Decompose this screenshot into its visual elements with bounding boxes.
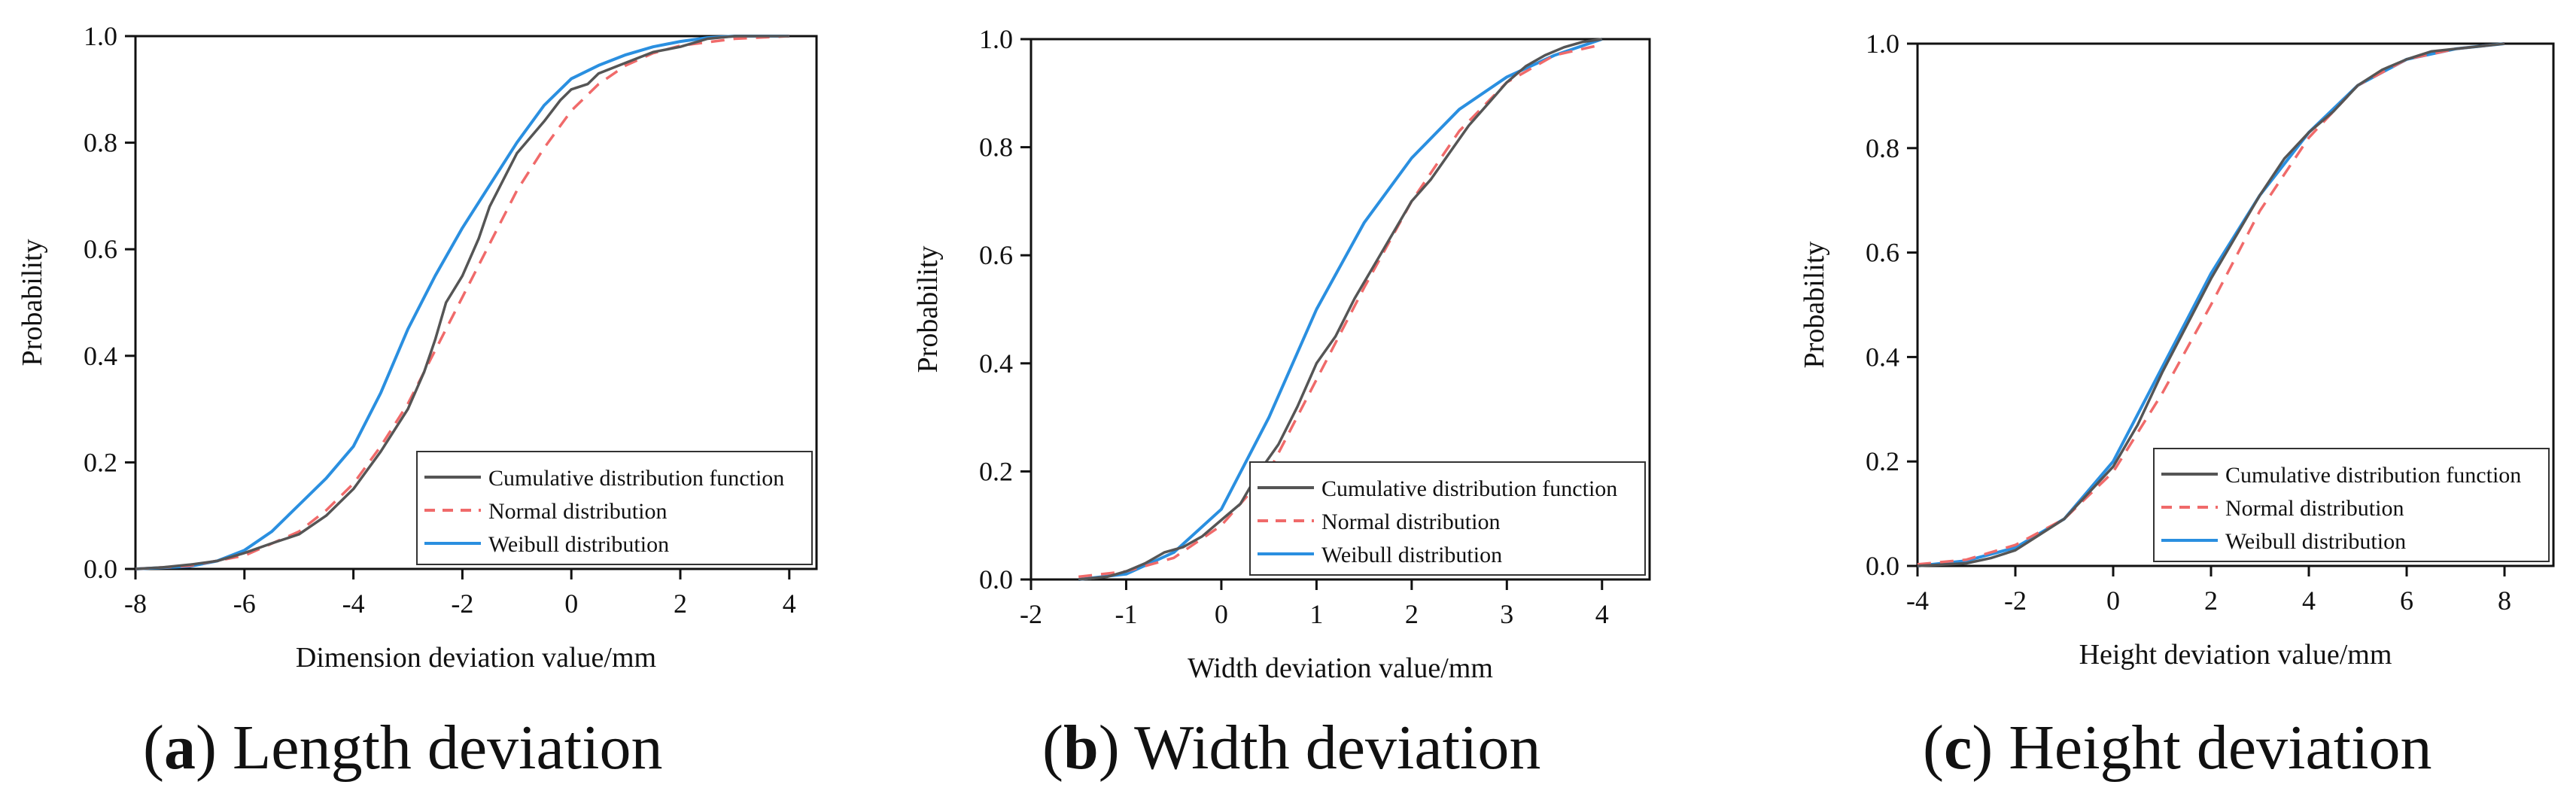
x-axis-label: Width deviation value/mm	[1188, 652, 1493, 684]
x-tick-label: -8	[124, 589, 147, 619]
series-weibull	[135, 35, 789, 570]
x-tick-label: -6	[233, 589, 256, 619]
y-tick-label: 0.4	[84, 341, 117, 371]
caption-a: (a) Length deviation	[143, 713, 663, 783]
x-tick-label: 6	[2400, 585, 2413, 616]
y-tick-label: 1.0	[1866, 29, 1899, 59]
y-tick-label: 0.2	[84, 447, 117, 477]
x-tick-label: 1	[1309, 599, 1323, 629]
y-tick-label: 0.0	[84, 554, 117, 584]
y-axis-label: Probability	[1799, 242, 1830, 369]
y-axis-label: Probability	[17, 239, 48, 367]
plot-frame	[1916, 42, 2555, 567]
legend-label-cdf: Cumulative distribution function	[488, 466, 784, 491]
caption-c: (c) Height deviation	[1923, 713, 2432, 783]
x-tick-label: -2	[1020, 599, 1042, 629]
legend-label-cdf: Cumulative distribution function	[1321, 476, 1617, 501]
caption-b: (b) Width deviation	[1042, 713, 1541, 783]
x-tick-label: 8	[2498, 585, 2511, 616]
legend-label-normal: Normal distribution	[2225, 496, 2404, 521]
x-tick-label: 4	[2302, 585, 2316, 616]
legend-box	[1249, 461, 1646, 576]
chart-c: 0.0 0.2 0.4 0.6 0.8 1.0 -4 -2 0 2 4 6 8 Height deviat…	[1799, 29, 2555, 671]
series-weibull	[1078, 38, 1603, 581]
chart-b: 0.0 0.2 0.4 0.6 0.8 1.0 -2 -1 0 1 2 3 4 Width deviati…	[912, 24, 1651, 684]
series-normal	[1917, 42, 2505, 566]
legend-box	[416, 451, 813, 565]
y-tick-label: 1.0	[979, 24, 1013, 54]
x-tick-label: 0	[564, 589, 578, 619]
legend-label-weibull: Weibull distribution	[1321, 543, 1502, 567]
legend-label-weibull: Weibull distribution	[488, 532, 669, 557]
y-tick-label: 0.6	[84, 234, 117, 264]
x-tick-label: -4	[342, 589, 365, 619]
x-tick-label: -2	[451, 589, 473, 619]
x-tick-label: 2	[1405, 599, 1419, 629]
legend-box	[2153, 448, 2550, 562]
y-tick-label: 1.0	[84, 21, 117, 51]
series-cdf	[1078, 38, 1603, 581]
legend-label-cdf: Cumulative distribution function	[2225, 463, 2521, 488]
x-tick-label: 4	[1595, 599, 1609, 629]
plot-frame	[134, 35, 818, 570]
series-cdf	[135, 35, 789, 570]
legend: Cumulative distribution function Normal d…	[416, 451, 813, 565]
caption-b-letter: b	[1063, 713, 1099, 783]
y-tick-label: 0.2	[1866, 446, 1899, 476]
y-tick-label: 0.4	[979, 348, 1013, 379]
x-tick-label: 4	[783, 589, 796, 619]
y-tick-label: 0.2	[979, 456, 1013, 486]
y-tick-label: 0.8	[979, 132, 1013, 163]
x-tick-label: -1	[1115, 599, 1137, 629]
x-tick-label: 3	[1500, 599, 1513, 629]
legend-label-normal: Normal distribution	[1321, 509, 1500, 534]
y-tick-label: 0.0	[979, 564, 1013, 595]
legend-label-weibull: Weibull distribution	[2225, 529, 2406, 554]
caption-a-letter: a	[163, 713, 196, 783]
y-tick-label: 0.6	[1866, 238, 1899, 268]
y-tick-label: 0.8	[1866, 133, 1899, 163]
caption-c-letter: c	[1943, 713, 1972, 783]
x-tick-label: 0	[1215, 599, 1228, 629]
x-axis-label: Dimension deviation value/mm	[296, 642, 656, 674]
caption-c-text: Height deviation	[1993, 713, 2432, 783]
legend: Cumulative distribution function Normal d…	[2153, 448, 2550, 562]
series-cdf	[1917, 42, 2505, 567]
plot-frame	[1029, 38, 1651, 581]
chart-a: 0.0 0.2 0.4 0.6 0.8 1.0 -8 -6 -4 -2 0 2 4 Dimension d…	[17, 21, 818, 674]
x-tick-label: 2	[2204, 585, 2218, 616]
legend: Cumulative distribution function Normal d…	[1249, 461, 1646, 576]
y-axis-label: Probability	[912, 246, 944, 373]
caption-a-text: Length deviation	[216, 713, 663, 783]
y-tick-label: 0.8	[84, 128, 117, 158]
x-tick-label: -4	[1906, 585, 1929, 616]
y-tick-label: 0.4	[1866, 342, 1899, 372]
x-tick-label: -2	[2004, 585, 2027, 616]
legend-label-normal: Normal distribution	[488, 499, 667, 524]
x-axis-label: Height deviation value/mm	[2079, 639, 2392, 671]
x-tick-label: 0	[2106, 585, 2120, 616]
x-tick-label: 2	[674, 589, 687, 619]
caption-b-text: Width deviation	[1119, 713, 1541, 783]
y-tick-label: 0.6	[979, 240, 1013, 270]
y-tick-label: 0.0	[1866, 551, 1899, 581]
